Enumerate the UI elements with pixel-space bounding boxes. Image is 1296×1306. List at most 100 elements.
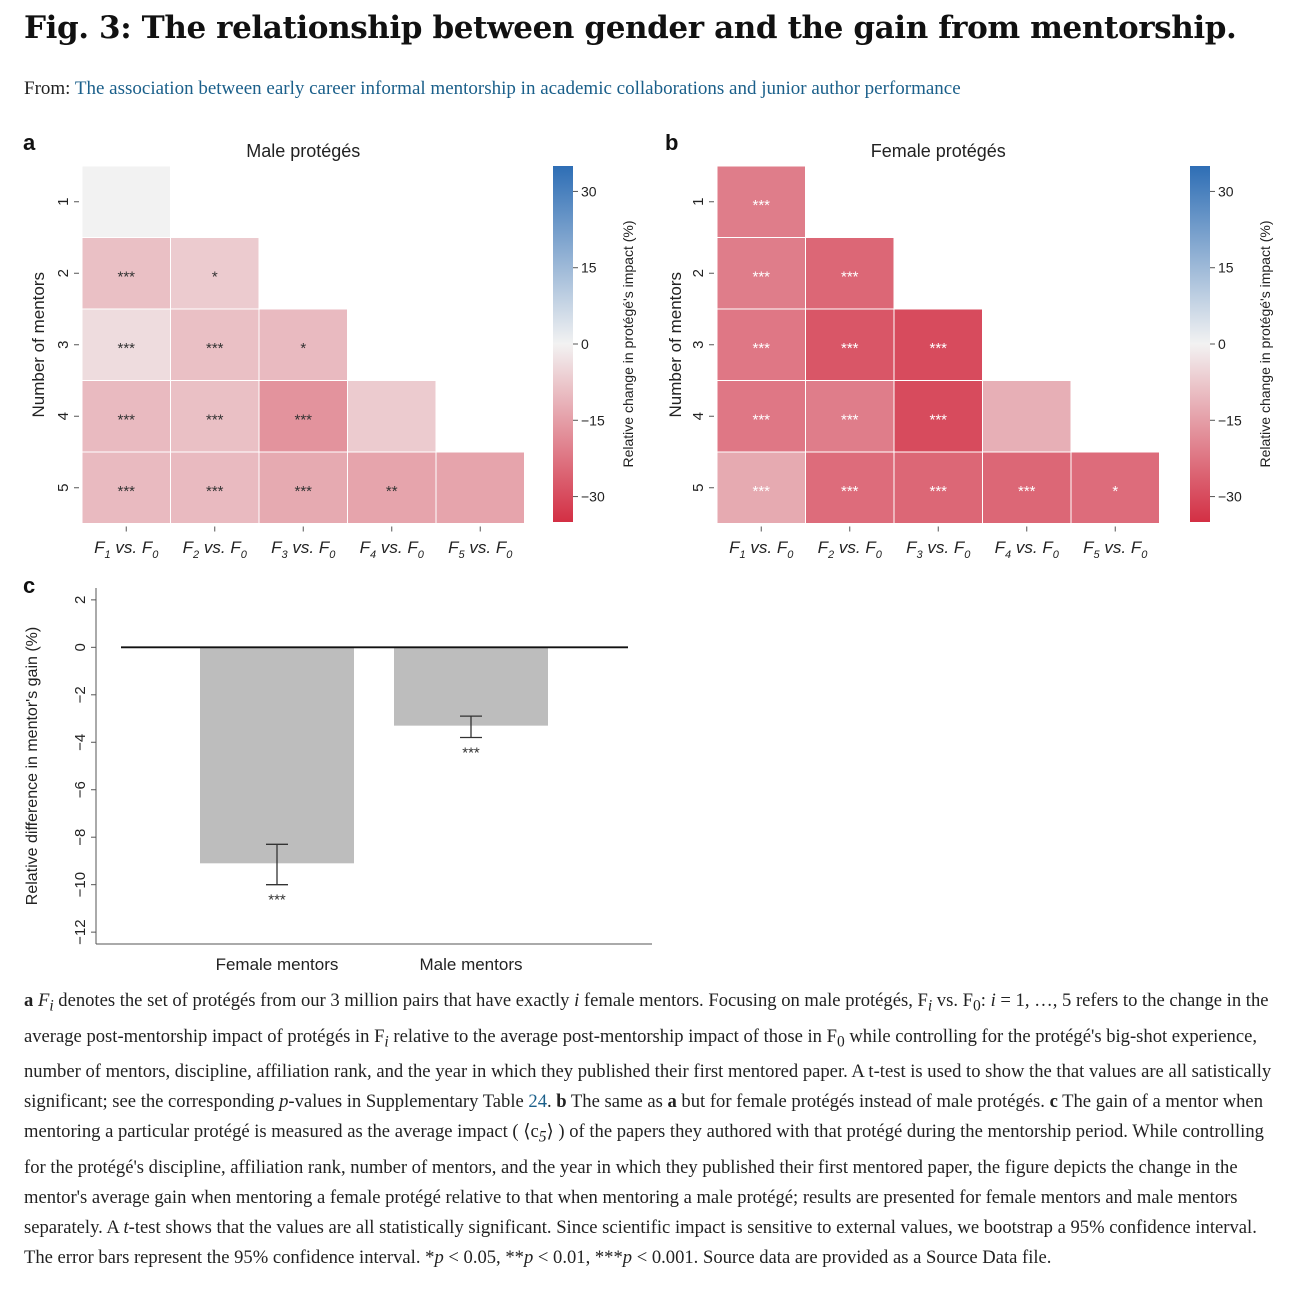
col-label-sub: 5 xyxy=(459,549,466,561)
row-tick-label: 3 xyxy=(55,341,72,349)
col-label-sub: 0 xyxy=(418,549,425,561)
col-label-sub: 5 xyxy=(1094,549,1101,561)
supplementary-table-link[interactable]: 24 xyxy=(528,1091,547,1113)
source-line: From: The association between early care… xyxy=(24,78,961,100)
heatmap-cell xyxy=(716,380,806,453)
panel-letter: a xyxy=(23,130,36,155)
col-tick-label: F1 vs. F0 xyxy=(729,538,794,561)
significance-stars: *** xyxy=(268,892,286,909)
from-label: From: xyxy=(24,78,71,99)
col-tick-label: F1 vs. F0 xyxy=(94,538,159,561)
row-tick-label: 4 xyxy=(690,412,707,420)
x-tick-label: Male mentors xyxy=(420,955,523,974)
row-tick-label: 2 xyxy=(55,269,72,277)
panel-letter: c xyxy=(23,573,35,598)
row-tick-label: 1 xyxy=(690,198,707,206)
colorbar-tick-label: 30 xyxy=(581,183,597,199)
colorbar-label: Relative change in protégé's impact (%) xyxy=(1257,220,1273,467)
significance-stars: *** xyxy=(929,340,947,357)
source-article-link[interactable]: The association between early career inf… xyxy=(74,78,961,99)
col-label-sub: 4 xyxy=(370,549,376,561)
panel-title: Female protégés xyxy=(871,141,1006,161)
heatmap-cell xyxy=(893,451,983,524)
col-label-sub: 0 xyxy=(964,549,971,561)
col-label-f: F xyxy=(906,538,918,557)
caption-label-c: c xyxy=(1049,1091,1058,1113)
caption-label-a: a xyxy=(24,990,34,1011)
heatmap-cell xyxy=(893,308,983,381)
col-label-vs: vs. F xyxy=(111,538,154,557)
col-label-vs: vs. F xyxy=(923,538,966,557)
col-label-f: F xyxy=(360,538,372,557)
significance-stars: *** xyxy=(117,483,135,500)
row-tick-label: 1 xyxy=(55,198,72,206)
heatmap-cell xyxy=(893,380,983,453)
heatmap-cell xyxy=(716,237,806,310)
col-label-sub: 2 xyxy=(827,549,834,561)
col-tick-label: F3 vs. F0 xyxy=(271,538,336,561)
significance-stars: *** xyxy=(117,340,135,357)
y-tick-label: −10 xyxy=(72,872,89,897)
bar xyxy=(200,647,354,864)
colorbar-tick-label: −30 xyxy=(1218,489,1242,505)
significance-stars: *** xyxy=(752,197,770,214)
significance-stars: *** xyxy=(752,411,770,428)
figure-caption: a Fi denotes the set of protégés from ou… xyxy=(24,990,1272,1269)
row-tick-label: 2 xyxy=(690,269,707,277)
row-tick-label: 5 xyxy=(690,484,707,492)
heatmap-cell xyxy=(258,308,348,381)
significance-stars: *** xyxy=(841,411,859,428)
heatmap-cell xyxy=(81,165,171,238)
col-label-sub: 0 xyxy=(876,549,883,561)
heatmap-cell xyxy=(716,165,806,238)
heatmap-cell xyxy=(81,237,171,310)
significance-stars: * xyxy=(1112,483,1118,500)
significance-stars: *** xyxy=(841,268,859,285)
y-tick-label: 2 xyxy=(72,596,89,604)
panel-c-bar-chart: c 2 0 −2 −4 −6 −8 −10 −12 Relative difference in … xyxy=(23,573,652,974)
heatmap-cell xyxy=(170,308,260,381)
significance-stars: *** xyxy=(841,483,859,500)
significance-stars: *** xyxy=(841,340,859,357)
col-label-vs: vs. F xyxy=(1100,538,1143,557)
col-label-vs: vs. F xyxy=(465,538,508,557)
significance-stars: * xyxy=(300,340,306,357)
significance-stars: ** xyxy=(386,483,398,500)
significance-stars: *** xyxy=(117,411,135,428)
col-label-vs: vs. F xyxy=(376,538,419,557)
significance-stars: *** xyxy=(462,745,480,762)
col-label-f: F xyxy=(271,538,283,557)
col-label-f: F xyxy=(94,538,106,557)
col-tick-label: F4 vs. F0 xyxy=(360,538,425,561)
y-axis-label: Number of mentors xyxy=(666,272,685,418)
col-label-f: F xyxy=(183,538,195,557)
significance-stars: *** xyxy=(752,483,770,500)
col-label-vs: vs. F xyxy=(834,538,877,557)
significance-stars: *** xyxy=(929,483,947,500)
heatmap-cell xyxy=(170,451,260,524)
col-label-vs: vs. F xyxy=(746,538,789,557)
col-label-vs: vs. F xyxy=(199,538,242,557)
colorbar-tick-label: −30 xyxy=(581,489,605,505)
col-label-sub: 0 xyxy=(787,549,794,561)
colorbar-tick-label: 0 xyxy=(581,336,589,352)
y-axis-label: Relative difference in mentor's gain (%) xyxy=(24,627,41,905)
col-label-f: F xyxy=(729,538,741,557)
col-label-sub: 3 xyxy=(917,549,924,561)
significance-stars: *** xyxy=(752,268,770,285)
significance-stars: *** xyxy=(117,268,135,285)
significance-stars: *** xyxy=(1018,483,1036,500)
heatmap-cell xyxy=(258,451,348,524)
col-label-sub: 0 xyxy=(1053,549,1060,561)
col-tick-label: F4 vs. F0 xyxy=(995,538,1060,561)
col-label-f: F xyxy=(448,538,460,557)
col-tick-label: F3 vs. F0 xyxy=(906,538,971,561)
col-label-sub: 1 xyxy=(105,549,111,561)
significance-stars: *** xyxy=(294,411,312,428)
colorbar-tick-label: 30 xyxy=(1218,183,1234,199)
row-tick-label: 4 xyxy=(55,412,72,420)
col-tick-label: F2 vs. F0 xyxy=(818,538,883,561)
